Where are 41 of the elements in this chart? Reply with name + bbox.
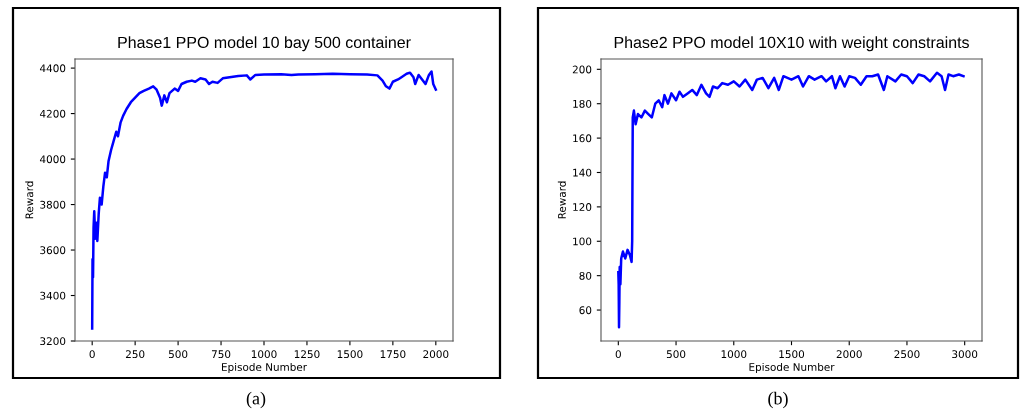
y-tick-label: 80: [579, 271, 592, 280]
chart-title: Phase2 PPO model 10X10 with weight constraints: [614, 36, 969, 52]
x-tick-label: 500: [666, 350, 686, 359]
y-tick-label: 180: [573, 99, 592, 108]
x-tick-label: 3000: [952, 350, 978, 359]
y-tick-label: 140: [573, 168, 592, 177]
x-tick-label: 1750: [380, 350, 406, 359]
x-tick-label: 1500: [779, 350, 805, 359]
y-tick-label: 4200: [39, 109, 66, 118]
y-tick-label: 4000: [39, 155, 66, 164]
x-tick-label: 250: [125, 350, 145, 359]
text: (a): [246, 391, 266, 409]
x-tick-label: 2000: [423, 350, 449, 359]
line-series: [90, 70, 438, 330]
x-tick-label: 1500: [337, 350, 363, 359]
x-tick-label: 500: [168, 350, 188, 359]
y-tick-label: 60: [579, 306, 592, 315]
x-tick-label: 750: [211, 350, 231, 359]
x-tick-label: 1000: [251, 350, 277, 359]
y-tick-label: 3800: [40, 200, 66, 209]
x-tick-label: 2000: [836, 350, 862, 359]
line-series: [617, 71, 965, 329]
y-tick-label: 120: [573, 203, 592, 211]
text: (b): [768, 391, 788, 409]
x-tick-label: 0: [89, 350, 95, 359]
chart-title: Phase1 PPO model 10 bay 500 container: [118, 36, 411, 52]
y-axis-title: Reward: [25, 181, 34, 219]
y-tick-label: 100: [573, 237, 592, 246]
x-axis-title: Episode Number: [749, 362, 835, 373]
y-tick-label: 3400: [40, 291, 66, 300]
y-tick-label: 3200: [40, 337, 66, 346]
x-tick-label: 1250: [294, 350, 320, 359]
x-axis-title: Episode Number: [221, 362, 308, 373]
x-tick-label: 2500: [894, 350, 920, 359]
y-axis-title: Reward: [557, 181, 566, 219]
y-tick-label: 160: [573, 134, 592, 143]
y-tick-label: 4400: [39, 64, 66, 73]
x-tick-label: 0: [615, 350, 621, 359]
y-tick-label: 3600: [40, 246, 66, 255]
x-tick-label: 1000: [721, 350, 747, 359]
y-tick-label: 200: [572, 65, 592, 74]
